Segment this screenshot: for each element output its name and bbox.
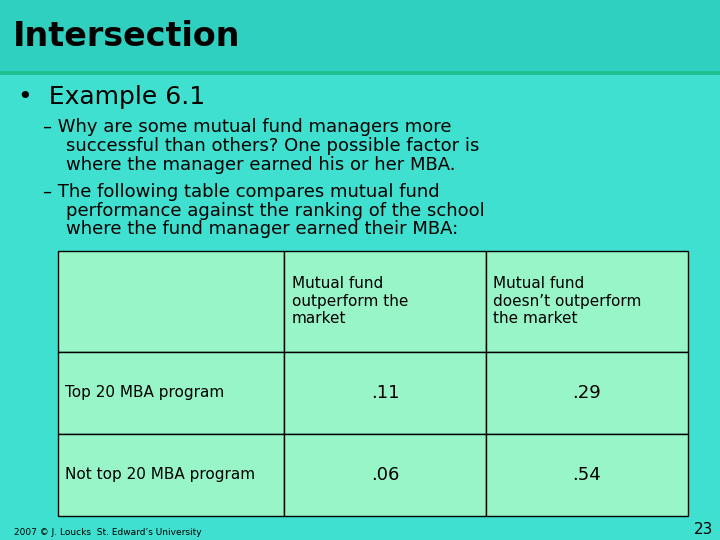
Text: – The following table compares mutual fund: – The following table compares mutual fu…	[43, 183, 440, 201]
Text: Mutual fund
outperform the
market: Mutual fund outperform the market	[292, 276, 408, 326]
Text: where the manager earned his or her MBA.: where the manager earned his or her MBA.	[43, 156, 456, 174]
Text: •  Example 6.1: • Example 6.1	[18, 85, 205, 109]
Text: Not top 20 MBA program: Not top 20 MBA program	[65, 467, 255, 482]
Bar	[486, 434, 688, 516]
Text: 23: 23	[693, 522, 713, 537]
Text: Mutual fund
doesn’t outperform
the market: Mutual fund doesn’t outperform the marke…	[493, 276, 642, 326]
Bar	[0, 71, 720, 75]
Text: where the fund manager earned their MBA:: where the fund manager earned their MBA:	[43, 220, 459, 239]
Bar	[486, 251, 688, 352]
Text: – Why are some mutual fund managers more: – Why are some mutual fund managers more	[43, 118, 451, 136]
Text: performance against the ranking of the school: performance against the ranking of the s…	[43, 201, 485, 220]
Text: .29: .29	[572, 383, 601, 402]
Bar	[284, 434, 486, 516]
Text: Top 20 MBA program: Top 20 MBA program	[65, 385, 224, 400]
Bar	[58, 352, 284, 434]
Bar	[58, 434, 284, 516]
Bar	[284, 352, 486, 434]
Text: Intersection: Intersection	[13, 20, 240, 53]
Bar	[486, 352, 688, 434]
Text: 2007 © J. Loucks  St. Edward’s University: 2007 © J. Loucks St. Edward’s University	[14, 528, 202, 537]
Text: .06: .06	[371, 465, 400, 484]
Bar	[58, 251, 284, 352]
Bar	[0, 0, 720, 73]
Text: .11: .11	[371, 383, 400, 402]
Text: successful than others? One possible factor is: successful than others? One possible fac…	[43, 137, 480, 155]
Bar	[284, 251, 486, 352]
Text: .54: .54	[572, 465, 601, 484]
